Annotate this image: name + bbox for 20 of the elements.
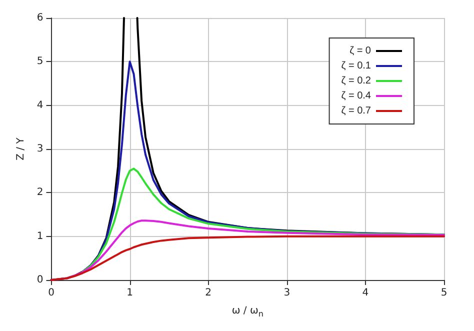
legend-label: ζ = 0.7 <box>341 106 372 116</box>
y-tick-label: 3 <box>36 144 44 154</box>
line-series <box>82 168 445 273</box>
legend-label: ζ = 0.1 <box>341 60 372 72</box>
legend-label: ζ = 0 <box>350 46 372 56</box>
y-tick-label: 5 <box>36 56 44 68</box>
legend-label: ζ = 0.2 <box>341 76 372 86</box>
y-axis-title: Z / Y <box>16 136 26 160</box>
y-tick-label: 2 <box>36 187 44 198</box>
y-tick-label: 0 <box>36 274 44 286</box>
y-tick-label: 6 <box>36 12 44 24</box>
x-tick-label: 1 <box>126 288 133 298</box>
x-tick-label: 4 <box>362 288 369 298</box>
x-tick-label: 5 <box>440 288 448 298</box>
x-tick-label: 2 <box>205 288 212 298</box>
x-tick-label: 0 <box>48 288 54 298</box>
legend-label: ζ = 0.4 <box>341 90 372 102</box>
y-tick-label: 1 <box>36 230 44 242</box>
x-tick-label: 3 <box>284 288 290 298</box>
y-tick-label: 4 <box>36 100 44 111</box>
